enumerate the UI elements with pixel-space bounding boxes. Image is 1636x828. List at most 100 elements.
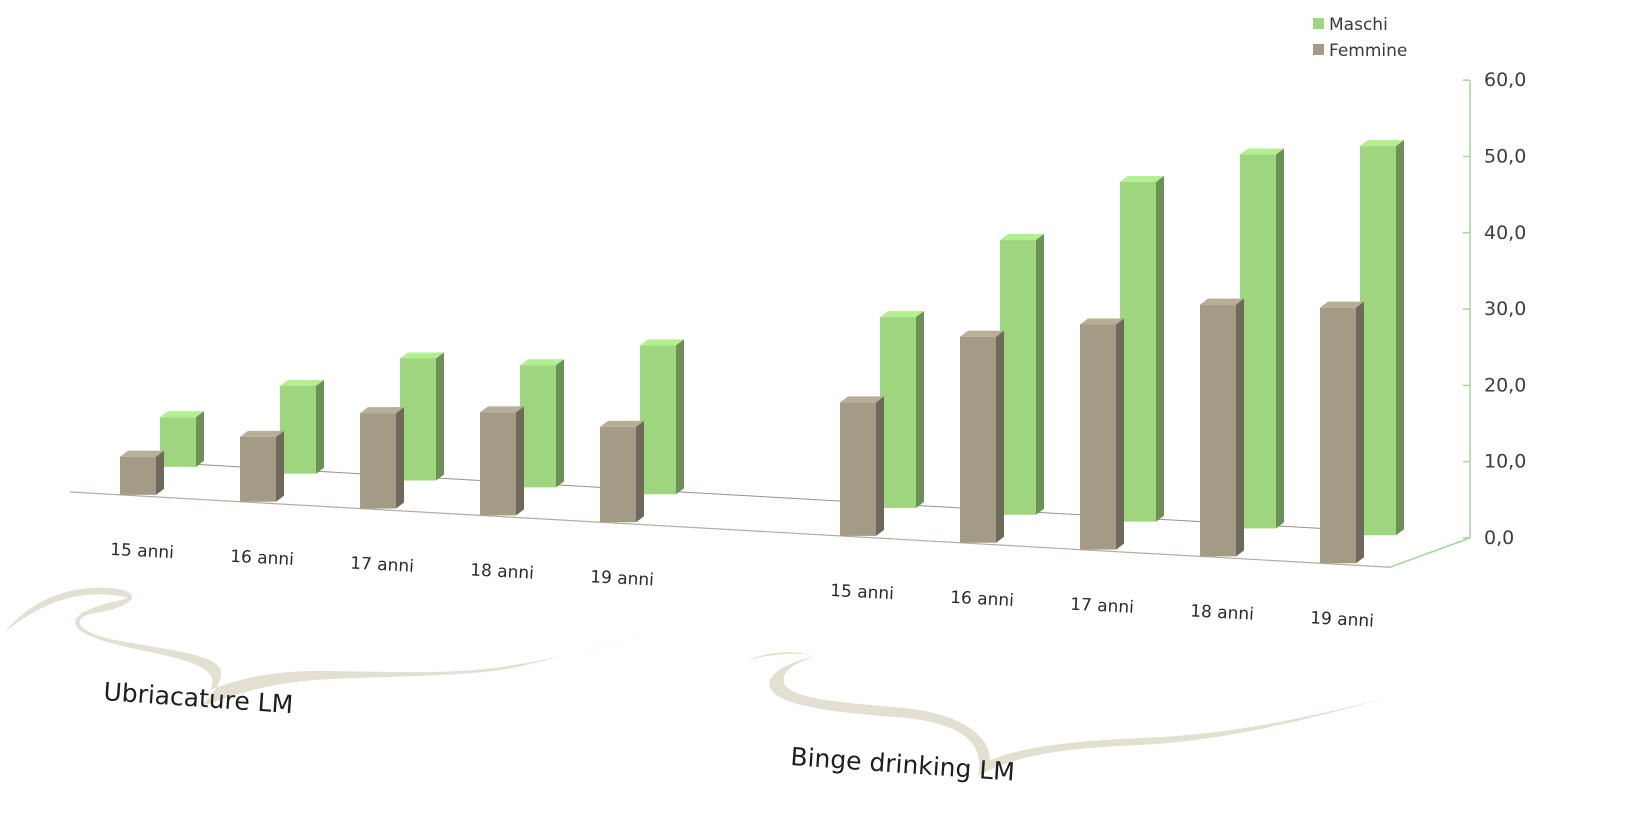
- bar-maschi-6-side: [916, 311, 924, 508]
- bar-maschi-9-side: [1276, 148, 1284, 529]
- bar-femmine-3-side: [396, 407, 404, 509]
- legend-label: Maschi: [1329, 15, 1388, 35]
- bar-maschi-3-side: [436, 352, 444, 481]
- bar-maschi-7: [1000, 234, 1044, 515]
- bar-femmine-10-front: [1320, 307, 1356, 564]
- bar-maschi-6-front: [880, 317, 916, 508]
- bar-femmine-1-front: [120, 456, 156, 495]
- bar-maschi-2-side: [316, 379, 324, 474]
- bar-maschi-8-front: [1120, 182, 1156, 522]
- x-category-label: 17 anni: [1070, 595, 1135, 618]
- bar-femmine-8-front: [1080, 324, 1116, 550]
- y-tick-label: 40,0: [1484, 222, 1526, 244]
- floor-depth-edge: [1389, 537, 1471, 568]
- bar-femmine-7: [960, 330, 1004, 543]
- y-tick-label: 50,0: [1484, 146, 1526, 168]
- bar-femmine-6-side: [876, 396, 884, 536]
- bar-maschi-1-front: [160, 417, 196, 467]
- bar-femmine-4-front: [480, 412, 516, 516]
- x-category-label: 19 anni: [1310, 608, 1375, 631]
- y-tick-label: 0,0: [1484, 527, 1514, 549]
- x-category-label: 16 anni: [230, 547, 295, 570]
- bar-maschi-9-top: [1240, 148, 1284, 155]
- bar-femmine-8: [1080, 318, 1124, 550]
- bar-maschi-7-top: [1000, 234, 1044, 241]
- bar-femmine-5: [600, 420, 644, 523]
- bar-maschi-3: [400, 352, 444, 481]
- bar-femmine-3: [360, 407, 404, 509]
- bar-maschi-9: [1240, 148, 1284, 529]
- bar-femmine-4: [480, 406, 524, 516]
- bar-femmine-1-top: [120, 450, 164, 457]
- legend-swatch: [1313, 44, 1324, 55]
- bar-femmine-2-front: [240, 436, 276, 502]
- bar-maschi-7-side: [1036, 234, 1044, 515]
- y-tick-label: 30,0: [1484, 298, 1526, 320]
- bar-maschi-3-front: [400, 358, 436, 481]
- bar-femmine-1: [120, 450, 164, 495]
- bar-maschi-1-side: [196, 411, 204, 467]
- bar-femmine-5-top: [600, 420, 644, 427]
- x-category-label: 18 anni: [470, 560, 535, 583]
- y-tick-label: 60,0: [1484, 69, 1526, 91]
- bar-maschi-2-top: [280, 379, 324, 386]
- bar-femmine-7-top: [960, 330, 1004, 337]
- bar-femmine-4-side: [516, 406, 524, 516]
- bar-maschi-3-top: [400, 352, 444, 359]
- bar-femmine-9-side: [1236, 298, 1244, 557]
- bar-femmine-10-top: [1320, 301, 1364, 308]
- bar-femmine-3-front: [360, 413, 396, 509]
- bar-femmine-8-top: [1080, 318, 1124, 325]
- bar-maschi-8-top: [1120, 176, 1164, 183]
- bar-maschi-5-side: [676, 339, 684, 495]
- bar-femmine-9: [1200, 298, 1244, 557]
- bar-maschi-4: [520, 359, 564, 488]
- bar-femmine-9-top: [1200, 298, 1244, 305]
- bar-femmine-6-front: [840, 402, 876, 536]
- bar-maschi-4-top: [520, 359, 564, 366]
- x-category-label: 15 anni: [830, 581, 895, 604]
- bar-maschi-4-side: [556, 359, 564, 488]
- bar-femmine-9-front: [1200, 304, 1236, 557]
- bar-maschi-1: [160, 411, 204, 467]
- bar-maschi-10-side: [1396, 140, 1404, 536]
- y-tick-label: 10,0: [1484, 451, 1526, 473]
- bar-femmine-10-side: [1356, 301, 1364, 564]
- y-tick-label: 20,0: [1484, 374, 1526, 396]
- bar-maschi-1-top: [160, 411, 204, 418]
- floor-front-edge: [69, 491, 1391, 568]
- bar-femmine-5-front: [600, 426, 636, 523]
- bar-maschi-10: [1360, 140, 1404, 536]
- bar-femmine-2-side: [276, 430, 284, 502]
- bar-maschi-9-front: [1240, 154, 1276, 529]
- bar-femmine-3-top: [360, 407, 404, 414]
- bar-femmine-6: [840, 396, 884, 536]
- bar-maschi-6-top: [880, 311, 924, 318]
- bar-maschi-10-front: [1360, 146, 1396, 536]
- x-category-label: 16 anni: [950, 588, 1015, 611]
- x-category-label: 17 anni: [350, 554, 415, 577]
- bar-maschi-5-front: [640, 345, 676, 495]
- legend: Maschi Femmine: [1313, 15, 1407, 61]
- bar-femmine-10: [1320, 301, 1364, 564]
- x-category-label: 18 anni: [1190, 601, 1255, 624]
- brace-ubriacature: [5, 587, 665, 708]
- bar-maschi-6: [880, 311, 924, 508]
- legend-label: Femmine: [1329, 41, 1407, 61]
- bar-maschi-2: [280, 379, 324, 474]
- bar-layer: [120, 140, 1404, 564]
- brace-binge: [748, 652, 1385, 776]
- bar-femmine-6-top: [840, 396, 884, 403]
- bar-maschi-7-front: [1000, 240, 1036, 515]
- bar-femmine-8-side: [1116, 318, 1124, 550]
- bar-femmine-4-top: [480, 406, 524, 413]
- bar-maschi-4-front: [520, 365, 556, 488]
- bar-maschi-8-side: [1156, 176, 1164, 522]
- bar-femmine-1-side: [156, 450, 164, 495]
- bar-maschi-2-front: [280, 385, 316, 474]
- bar-maschi-10-top: [1360, 140, 1404, 147]
- x-category-label: 15 anni: [110, 540, 175, 563]
- bar-maschi-5-top: [640, 339, 684, 346]
